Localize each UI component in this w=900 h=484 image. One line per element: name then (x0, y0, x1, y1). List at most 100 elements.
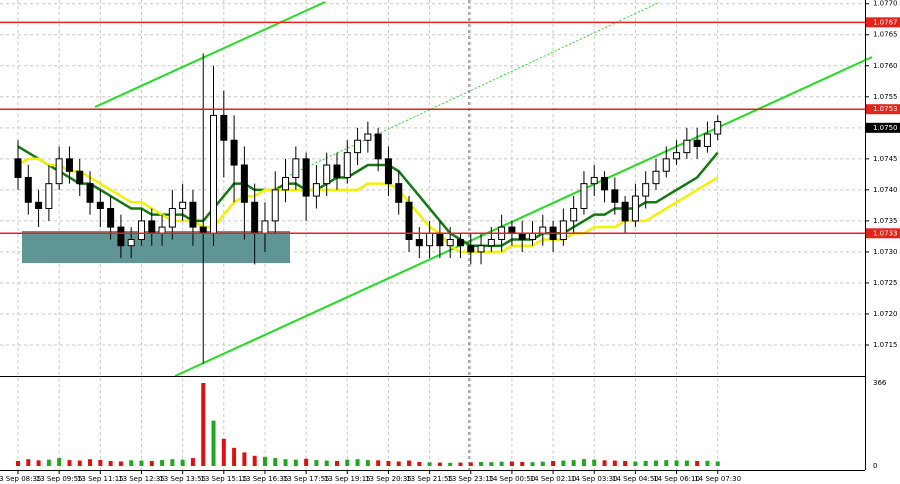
candle-body (508, 226, 516, 234)
volume-bar (160, 460, 165, 466)
candle-body (230, 139, 238, 166)
x-tick-label: 13 Sep 21:55 (406, 475, 453, 483)
volume-bar (602, 460, 607, 466)
volume-bar (581, 459, 586, 466)
candle-body (652, 170, 660, 185)
x-tick-label: 13 Sep 15:15 (200, 475, 247, 483)
x-tick-label: 13 Sep 16:35 (242, 475, 289, 483)
candle-body (487, 238, 495, 247)
candle-body (14, 158, 22, 178)
candle-body (189, 201, 197, 228)
candle-body (127, 238, 135, 247)
volume-bar (283, 459, 288, 466)
x-tick-label: 13 Sep 12:35 (118, 475, 165, 483)
volume-bar (201, 383, 206, 466)
volume-bar (520, 461, 525, 466)
candle-body (240, 164, 248, 203)
candle-body (693, 139, 701, 147)
candle-body (96, 201, 104, 209)
candle-body (158, 226, 166, 234)
x-tick-label: 14 Sep 00:50 (489, 475, 536, 483)
x-tick-label: 13 Sep 17:55 (283, 475, 330, 483)
candle-body (436, 232, 444, 247)
y-tick-label: 1.0730 (873, 248, 898, 256)
candle-body (467, 245, 475, 253)
candle-body (703, 133, 711, 147)
volume-bar (592, 459, 597, 466)
x-tick-label: 13 Sep 19:15 (324, 475, 371, 483)
volume-bar (448, 462, 453, 466)
volume-bar (211, 420, 216, 466)
volume-bar (468, 462, 473, 466)
last-price-label: 1.0750 (873, 124, 898, 132)
volume-bar (190, 458, 195, 466)
volume-bar (334, 461, 339, 466)
volume-bar (479, 461, 484, 466)
channel-lower (174, 56, 873, 377)
volume-bar (355, 459, 360, 466)
volume-bar (499, 461, 504, 466)
candle-body (662, 158, 670, 172)
volume-bar (376, 460, 381, 466)
volume-bar (252, 455, 257, 466)
level-label: 1.0733 (873, 229, 898, 237)
candle-body (107, 207, 115, 228)
candle-body (364, 133, 372, 141)
candle-body (76, 170, 84, 185)
candle-body (395, 183, 403, 203)
candle-body (611, 189, 619, 203)
volume-bar (489, 462, 494, 466)
channel-mid (289, 1, 661, 176)
volume-bar (273, 458, 278, 466)
y-tick-label: 1.0760 (873, 62, 898, 70)
candle-body (539, 226, 547, 234)
volume-bar (108, 461, 113, 466)
level-label: 1.0767 (873, 18, 898, 26)
y-tick-label: 1.0745 (873, 155, 898, 163)
volume-bar (705, 460, 710, 466)
candle-body (405, 201, 413, 240)
candle-body (220, 114, 228, 141)
x-tick-label: 14 Sep 04:50 (612, 475, 659, 483)
y-tick-label: 1.0765 (873, 31, 898, 39)
volume-bar (118, 461, 123, 466)
x-tick-label: 14 Sep 06:10 (653, 475, 700, 483)
volume-bar (36, 460, 41, 466)
candle-body (179, 201, 187, 209)
moving-average (17, 157, 719, 254)
volume-bar (365, 460, 370, 466)
volume-bar (242, 452, 247, 466)
volume-bar (57, 458, 62, 466)
volume-bar (396, 461, 401, 466)
candle-body (642, 183, 650, 197)
candle-body (251, 201, 259, 234)
candle-body (683, 139, 691, 154)
x-tick-label: 13 Sep 23:15 (447, 475, 494, 483)
y-tick-label: 1.0755 (873, 93, 898, 101)
candle-body (631, 195, 639, 222)
volume-bar (540, 461, 545, 466)
x-tick-label: 14 Sep 07:30 (694, 475, 741, 483)
volume-bar (314, 460, 319, 466)
candle-body (714, 121, 722, 135)
volume-bar (345, 459, 350, 466)
candle-body (168, 207, 176, 228)
volume-bar (437, 462, 442, 466)
volume-bar (386, 461, 391, 466)
x-tick-label: 13 Sep 13:55 (159, 475, 206, 483)
candle-body (590, 176, 598, 185)
volume-bar (170, 459, 175, 466)
volume-bar (139, 460, 144, 466)
y-tick-label: 1.0715 (873, 341, 898, 349)
volume-bar (67, 460, 72, 466)
candle-body (343, 152, 351, 178)
moving-average (17, 145, 719, 247)
candle-body (673, 152, 681, 160)
candle-body (117, 226, 125, 247)
level-tag (866, 228, 900, 239)
x-tick-label: 13 Sep 08:35 (0, 475, 41, 483)
volume-bar (653, 460, 658, 466)
candle-body (35, 201, 43, 209)
volume-bar (46, 459, 51, 466)
candle-body (384, 158, 392, 185)
